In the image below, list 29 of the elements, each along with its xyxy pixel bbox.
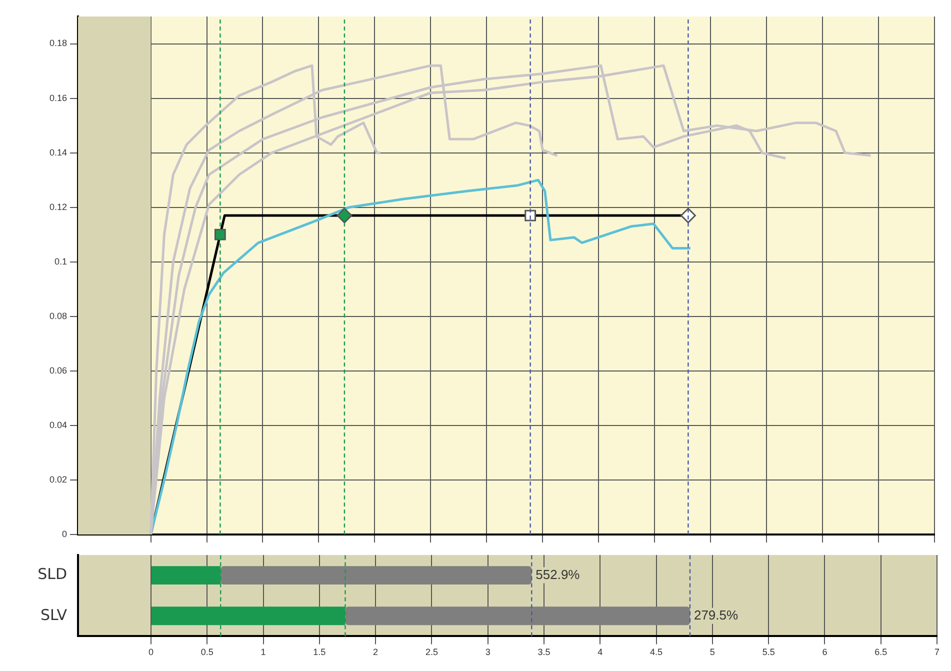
x-tick-label: 6 [822,647,828,658]
x-tick-label: 4.5 [650,647,663,658]
y-tick-label: SLD [38,565,67,584]
y-tick-label: 0.08 [49,310,67,321]
x-tick-label: 0.5 [200,647,214,658]
x-tick-label: 1 [260,647,266,658]
y-tick-label: 0.04 [49,420,67,430]
x-tick-label: 5 [710,647,715,658]
annotation: 279.5% [694,607,738,622]
x-tick-label: 1.5 [313,647,326,658]
x-tick-label: 2 [373,647,378,658]
y-tick-label: 0.1 [54,256,67,266]
x-tick-label: 6.5 [874,647,888,658]
annotation: 552.9% [536,566,580,582]
x-tick-label: 4 [598,647,603,658]
x-tick-label: 5.5 [762,647,775,658]
x-tick-label: 7 [934,647,940,658]
y-tick-label: 0.16 [49,92,67,103]
x-tick-label: 0 [148,647,154,658]
x-tick-label: 3 [485,647,490,658]
y-tick-label: 0.14 [49,147,67,158]
y-tick-label: 0.12 [49,202,67,212]
y-tick-label: SLV [40,606,68,624]
y-tick-label: 0 [62,528,67,539]
y-tick-label: 0.02 [49,474,67,484]
y-tick-label: 0.06 [49,365,67,376]
y-tick-label: 0.18 [49,38,67,48]
x-tick-label: 2.5 [425,647,438,658]
x-tick-label: 3.5 [538,647,550,658]
